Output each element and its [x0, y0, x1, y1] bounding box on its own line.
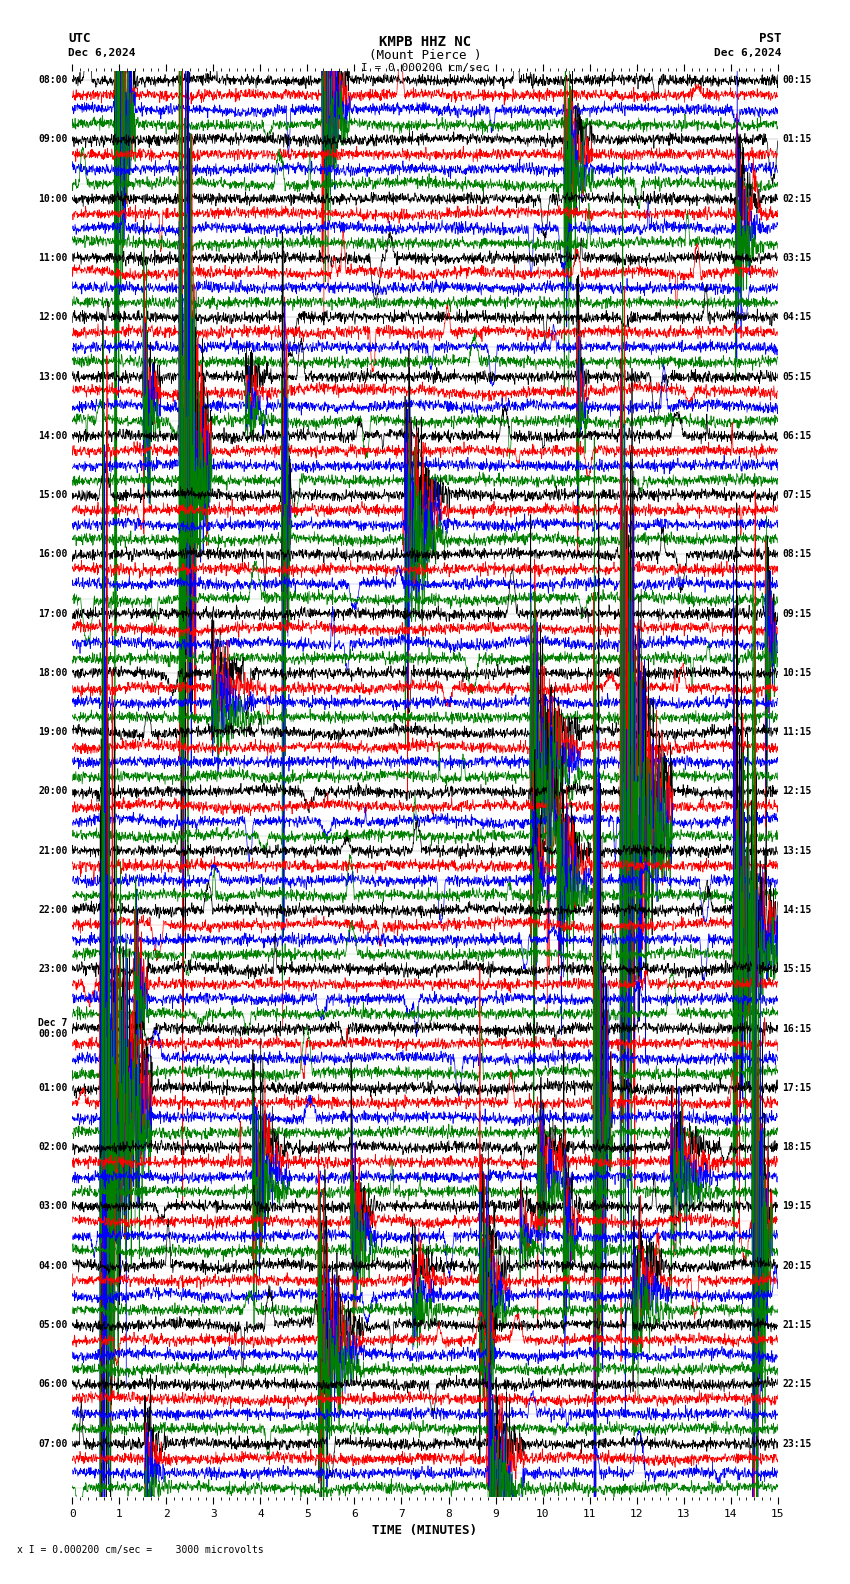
- Text: UTC: UTC: [68, 32, 90, 44]
- Text: PST: PST: [760, 32, 782, 44]
- Text: KMPB HHZ NC: KMPB HHZ NC: [379, 35, 471, 49]
- Text: Dec 6,2024: Dec 6,2024: [68, 48, 135, 57]
- Text: I = 0.000200 cm/sec: I = 0.000200 cm/sec: [361, 63, 489, 73]
- Text: x I = 0.000200 cm/sec =    3000 microvolts: x I = 0.000200 cm/sec = 3000 microvolts: [17, 1546, 264, 1555]
- Text: Dec 6,2024: Dec 6,2024: [715, 48, 782, 57]
- Text: (Mount Pierce ): (Mount Pierce ): [369, 49, 481, 62]
- X-axis label: TIME (MINUTES): TIME (MINUTES): [372, 1524, 478, 1536]
